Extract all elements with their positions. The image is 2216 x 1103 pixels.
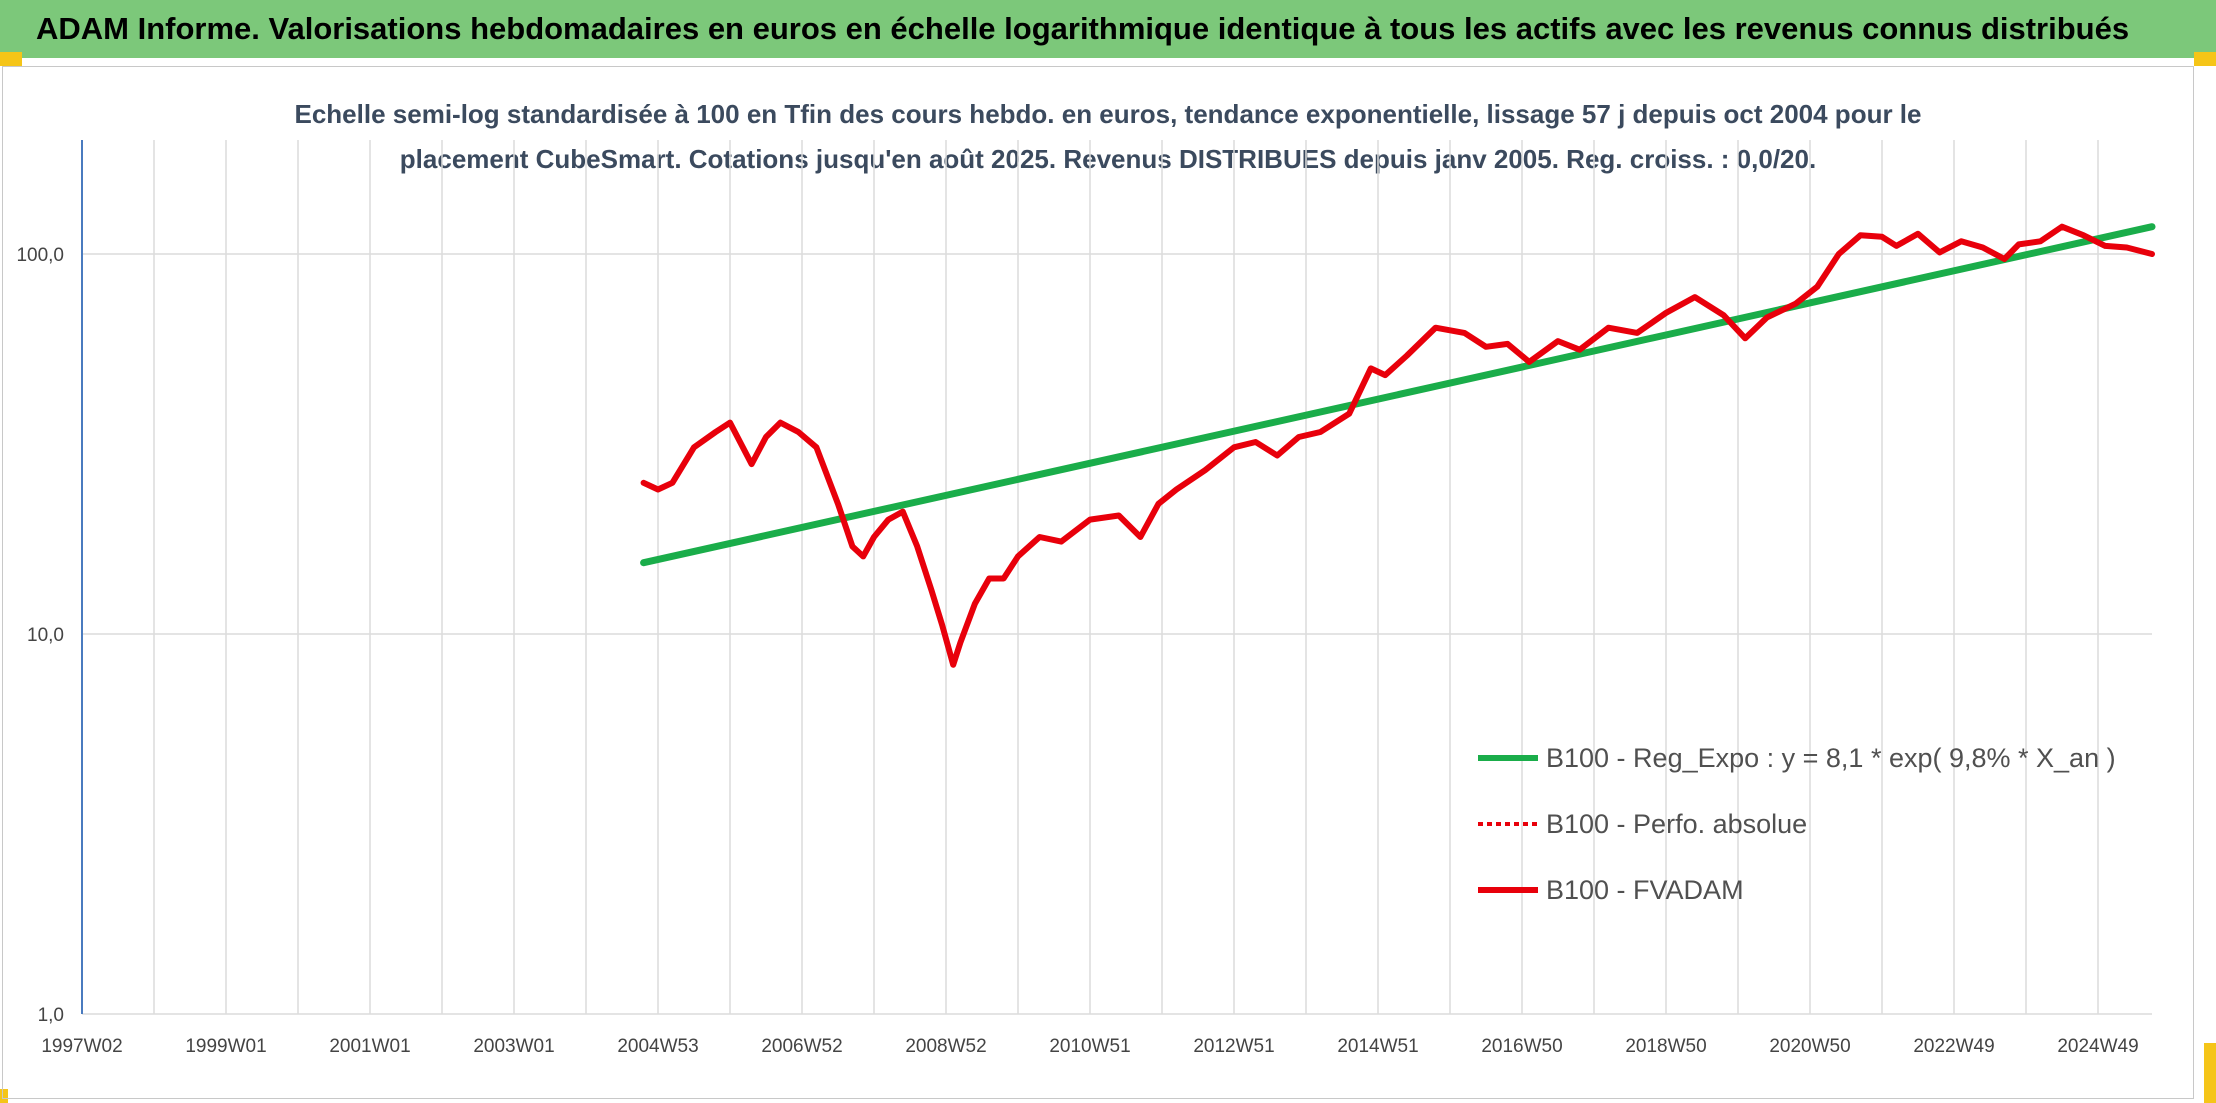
x-tick-label: 2004W53	[617, 1036, 698, 1057]
x-tick-label: 2003W01	[473, 1036, 554, 1057]
x-tick-label: 2010W51	[1049, 1036, 1130, 1057]
series-line-fvadam	[640, 223, 2155, 668]
y-tick-label: 100,0	[16, 245, 64, 266]
x-tick-label: 2006W52	[761, 1036, 842, 1057]
legend-item-regression-label: B100 - Reg_Expo : y = 8,1 * exp( 9,8% * …	[1546, 743, 2116, 773]
chart-subtitle-line-2: placement CubeSmart. Cotations jusqu'en …	[400, 144, 1816, 174]
y-tick-label: 10,0	[27, 625, 64, 646]
chart-subtitle-line-1: Echelle semi-log standardisée à 100 en T…	[295, 99, 1922, 129]
x-tick-label: 2016W50	[1481, 1036, 1562, 1057]
x-tick-label: 1997W02	[41, 1036, 122, 1057]
x-tick-label: 2022W49	[1913, 1036, 1994, 1057]
axes: 1,0 10,0 100,0 1997W02 1999W01 2001W01 2003W01…	[16, 140, 2139, 1057]
corner-marker-bottom-left	[0, 1089, 8, 1103]
corner-marker-bottom-right	[2204, 1043, 2216, 1103]
x-tick-label: 2020W50	[1769, 1036, 1850, 1057]
series-line-regression	[640, 223, 2156, 567]
legend-item-fvadam-label: B100 - FVADAM	[1546, 875, 1744, 905]
legend-item-perfo-label: B100 - Perfo. absolue	[1546, 809, 1807, 839]
x-tick-label: 2012W51	[1193, 1036, 1274, 1057]
x-tick-label: 2008W52	[905, 1036, 986, 1057]
x-tick-label: 2024W49	[2057, 1036, 2138, 1057]
plot-lines	[640, 223, 2156, 668]
corner-marker-top-right	[2194, 52, 2216, 66]
y-tick-label: 1,0	[38, 1005, 64, 1026]
x-tick-label: 2001W01	[329, 1036, 410, 1057]
x-tick-label: 1999W01	[185, 1036, 266, 1057]
legend: B100 - Reg_Expo : y = 8,1 * exp( 9,8% * …	[1478, 743, 2116, 905]
x-tick-label: 2014W51	[1337, 1036, 1418, 1057]
banner-title: ADAM Informe. Valorisations hebdomadaire…	[0, 0, 2216, 58]
grid	[81, 140, 2152, 1015]
corner-marker-top-left	[0, 52, 22, 66]
chart-frame	[2, 66, 2194, 1099]
x-tick-label: 2018W50	[1625, 1036, 1706, 1057]
